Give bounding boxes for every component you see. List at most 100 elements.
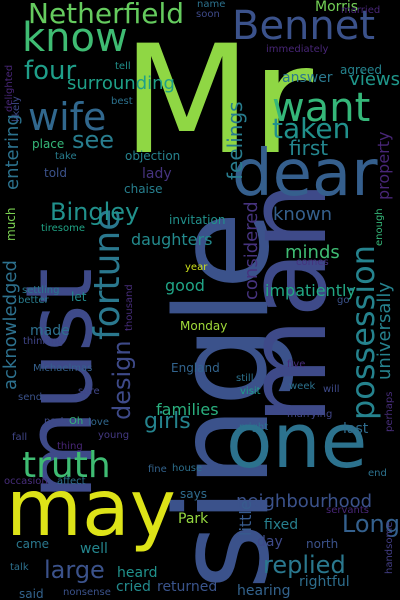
word-lady: lady bbox=[142, 166, 172, 182]
word-will: will bbox=[323, 384, 340, 395]
word-netherfield: Netherfield bbox=[28, 0, 185, 30]
word-truth: truth bbox=[22, 445, 111, 486]
word-first: first bbox=[289, 136, 329, 160]
word-nonsense: nonsense bbox=[63, 587, 111, 598]
word-bingley: Bingley bbox=[50, 198, 140, 226]
word-design: design bbox=[108, 340, 136, 420]
word-still: still bbox=[236, 373, 254, 384]
word-considered: considered bbox=[241, 201, 262, 300]
word-michaelmas: Michaelmas bbox=[33, 363, 93, 374]
word-tell: tell bbox=[115, 61, 131, 72]
word-said: said bbox=[19, 587, 44, 600]
word-universally: universally bbox=[374, 281, 395, 380]
word-sure: sure bbox=[78, 386, 100, 397]
word-good: good bbox=[165, 276, 205, 295]
word-dear: dear bbox=[232, 137, 378, 211]
word-much: much bbox=[4, 207, 18, 242]
word-settling: settling bbox=[22, 285, 60, 296]
word-morris: Morris bbox=[315, 0, 359, 15]
word-may: may bbox=[6, 464, 176, 554]
word-visit: visit bbox=[240, 386, 261, 397]
word-house: house bbox=[172, 463, 203, 474]
word-handsome: handsome bbox=[384, 521, 395, 574]
word-know: know bbox=[22, 15, 128, 61]
word-want: want bbox=[272, 85, 371, 131]
word-tiresome: tiresome bbox=[41, 223, 85, 234]
word-north: north bbox=[306, 537, 339, 551]
word-mr: Mr bbox=[122, 14, 314, 188]
word-servants: servants bbox=[326, 505, 369, 516]
word-park: Park bbox=[178, 511, 209, 527]
word-impatiently: impatiently bbox=[265, 281, 356, 300]
word-fortune: fortune bbox=[87, 208, 128, 340]
word-take: take bbox=[55, 151, 77, 162]
word-entering: entering bbox=[2, 114, 23, 190]
word-let: let bbox=[71, 290, 87, 304]
word-comes: comes bbox=[296, 257, 329, 268]
word-married: married bbox=[341, 5, 381, 16]
word-surrounding: surrounding bbox=[67, 73, 175, 94]
word-minds: minds bbox=[285, 242, 340, 263]
word-property: property bbox=[374, 131, 393, 201]
word-affect: affect bbox=[57, 476, 86, 487]
word-soon: soon bbox=[196, 9, 220, 20]
word-five: five bbox=[287, 359, 306, 370]
word-thousand: thousand bbox=[124, 284, 135, 331]
word-young: young bbox=[98, 430, 130, 441]
word-well: well bbox=[80, 541, 108, 557]
word-last: last bbox=[343, 421, 369, 437]
word-enough: enough bbox=[374, 208, 385, 246]
word-occasion: occasion bbox=[4, 476, 48, 487]
word-wife: wife bbox=[28, 95, 107, 139]
word-day: day bbox=[257, 534, 283, 550]
word-love: love bbox=[88, 417, 109, 428]
word-fall: fall bbox=[12, 432, 28, 443]
word-daughters: daughters bbox=[131, 230, 213, 249]
word-replied: replied bbox=[263, 551, 346, 579]
word-cried: cried bbox=[116, 579, 151, 595]
word-views: views bbox=[349, 69, 400, 90]
word-year: year bbox=[185, 262, 208, 273]
word-invitation: invitation bbox=[169, 213, 226, 227]
word-marrying: marrying bbox=[287, 409, 333, 420]
word-monday: Monday bbox=[180, 319, 228, 333]
word-bennet: Bennet bbox=[232, 3, 376, 49]
word-send: send bbox=[18, 392, 43, 403]
word-rightful: rightful bbox=[299, 574, 350, 590]
word-week: week bbox=[289, 381, 316, 392]
word-likely: likely bbox=[11, 96, 22, 122]
word-best: best bbox=[111, 96, 133, 107]
word-girls: girls bbox=[144, 409, 191, 434]
word-england: England bbox=[171, 361, 220, 375]
word-made: made bbox=[30, 323, 70, 339]
word-might: might bbox=[239, 422, 269, 433]
word-talk: talk bbox=[10, 562, 29, 573]
word-answer: answer bbox=[282, 70, 333, 86]
word-oh: Oh bbox=[69, 416, 84, 427]
word-large: large bbox=[44, 556, 105, 584]
word-thing: thing bbox=[57, 441, 83, 452]
word-little: little bbox=[236, 500, 255, 536]
word-place: place bbox=[32, 137, 65, 151]
word-hearing: hearing bbox=[237, 583, 291, 599]
word-perhaps: perhaps bbox=[384, 391, 395, 432]
word-objection: objection bbox=[125, 149, 181, 163]
word-end: end bbox=[368, 468, 387, 479]
word-returned: returned bbox=[157, 579, 218, 595]
word-long: Long bbox=[341, 510, 400, 538]
word-agreed: agreed bbox=[340, 63, 383, 77]
word-neighbourhood: neighbourhood bbox=[236, 491, 373, 512]
word-thinking: thinking bbox=[23, 336, 64, 347]
word-name: name bbox=[197, 0, 226, 10]
word-chaise: chaise bbox=[124, 182, 163, 196]
word-came: came bbox=[16, 537, 50, 551]
word-says: says bbox=[180, 487, 207, 501]
word-party: party bbox=[44, 416, 71, 427]
word-fixed: fixed bbox=[264, 517, 299, 533]
word-families: families bbox=[156, 400, 219, 419]
word-taken: taken bbox=[272, 112, 351, 145]
word-see: see bbox=[72, 126, 115, 154]
word-four: four bbox=[24, 56, 77, 86]
word-acknowledged: acknowledged bbox=[0, 260, 21, 390]
